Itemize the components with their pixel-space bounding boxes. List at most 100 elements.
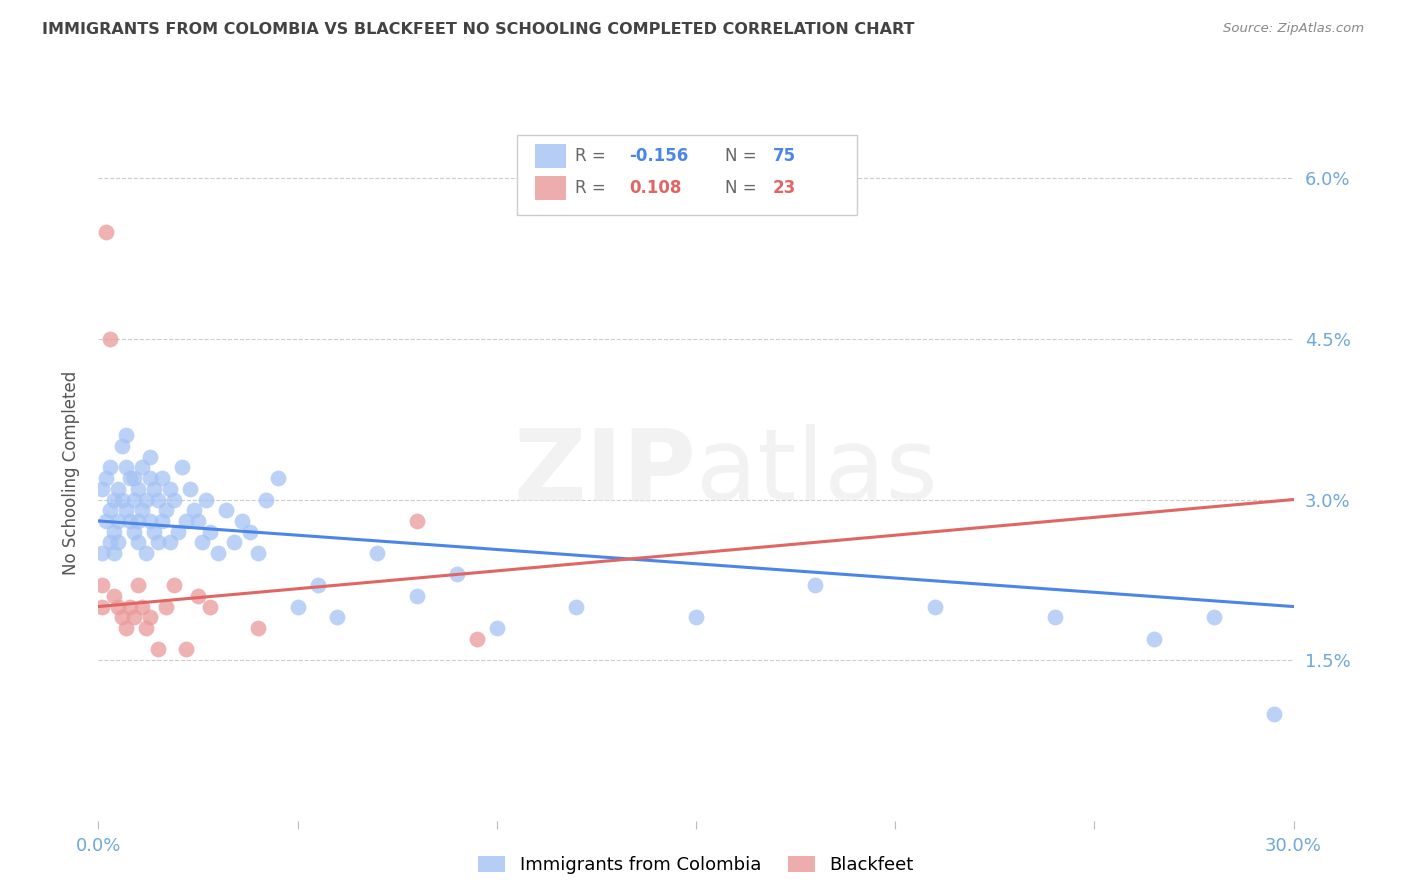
Text: ZIP: ZIP: [513, 425, 696, 521]
Point: [139, 610, 162, 624]
Point: [239, 524, 262, 539]
Point: [179, 482, 201, 496]
Point: [127, 482, 149, 496]
Point: [107, 482, 129, 496]
Point: [565, 599, 588, 614]
Point: [685, 610, 707, 624]
Point: [107, 599, 129, 614]
Text: 75: 75: [772, 147, 796, 165]
Point: [406, 589, 429, 603]
Point: [172, 460, 194, 475]
Text: N =: N =: [724, 179, 762, 197]
FancyBboxPatch shape: [517, 136, 858, 215]
Point: [307, 578, 329, 592]
Text: R =: R =: [575, 179, 612, 197]
Point: [100, 460, 122, 475]
Point: [96, 225, 118, 239]
Point: [91, 578, 114, 592]
Legend: Immigrants from Colombia, Blackfeet: Immigrants from Colombia, Blackfeet: [471, 848, 921, 881]
Point: [924, 599, 946, 614]
Point: [148, 492, 170, 507]
Point: [148, 642, 170, 657]
Point: [183, 503, 205, 517]
Point: [187, 589, 209, 603]
Point: [446, 567, 468, 582]
Text: 23: 23: [772, 179, 796, 197]
Point: [174, 642, 197, 657]
Point: [107, 514, 129, 528]
Point: [326, 610, 349, 624]
Point: [135, 621, 157, 635]
Point: [127, 514, 149, 528]
Point: [120, 514, 142, 528]
Point: [103, 589, 125, 603]
Point: [96, 514, 118, 528]
Point: [148, 535, 170, 549]
Point: [91, 599, 114, 614]
Point: [222, 535, 245, 549]
Point: [191, 535, 214, 549]
Point: [124, 524, 146, 539]
Text: N =: N =: [724, 147, 762, 165]
Point: [1143, 632, 1166, 646]
Point: [159, 482, 181, 496]
Point: [131, 503, 153, 517]
Point: [198, 524, 221, 539]
Point: [215, 503, 238, 517]
Point: [465, 632, 488, 646]
Point: [96, 471, 118, 485]
Point: [103, 492, 125, 507]
Point: [124, 492, 146, 507]
Point: [406, 514, 429, 528]
FancyBboxPatch shape: [534, 177, 565, 200]
Point: [163, 578, 186, 592]
Point: [143, 524, 166, 539]
Point: [174, 514, 197, 528]
Point: [163, 492, 186, 507]
Point: [100, 332, 122, 346]
Point: [107, 535, 129, 549]
Point: [91, 482, 114, 496]
Point: [111, 492, 134, 507]
Point: [155, 599, 177, 614]
Point: [267, 471, 290, 485]
Point: [143, 482, 166, 496]
Point: [1263, 706, 1285, 721]
Point: [103, 524, 125, 539]
Point: [195, 492, 218, 507]
Point: [127, 578, 149, 592]
Point: [135, 492, 157, 507]
Point: [120, 471, 142, 485]
Point: [124, 610, 146, 624]
Point: [485, 621, 508, 635]
Point: [131, 599, 153, 614]
Point: [115, 621, 138, 635]
Point: [231, 514, 253, 528]
Text: -0.156: -0.156: [628, 147, 689, 165]
Point: [187, 514, 209, 528]
Point: [131, 460, 153, 475]
Text: Source: ZipAtlas.com: Source: ZipAtlas.com: [1223, 22, 1364, 36]
Point: [91, 546, 114, 560]
FancyBboxPatch shape: [534, 145, 565, 168]
Point: [124, 471, 146, 485]
Text: 0.108: 0.108: [628, 179, 682, 197]
Point: [246, 546, 269, 560]
Point: [207, 546, 229, 560]
Point: [1043, 610, 1066, 624]
Point: [155, 503, 177, 517]
Point: [139, 514, 162, 528]
Point: [287, 599, 309, 614]
Point: [150, 514, 173, 528]
Text: IMMIGRANTS FROM COLOMBIA VS BLACKFEET NO SCHOOLING COMPLETED CORRELATION CHART: IMMIGRANTS FROM COLOMBIA VS BLACKFEET NO…: [42, 22, 915, 37]
Point: [115, 460, 138, 475]
Point: [127, 535, 149, 549]
Point: [115, 503, 138, 517]
Point: [246, 621, 269, 635]
Point: [103, 546, 125, 560]
Point: [100, 503, 122, 517]
Text: R =: R =: [575, 147, 612, 165]
Point: [135, 546, 157, 560]
Point: [804, 578, 827, 592]
Point: [115, 428, 138, 442]
